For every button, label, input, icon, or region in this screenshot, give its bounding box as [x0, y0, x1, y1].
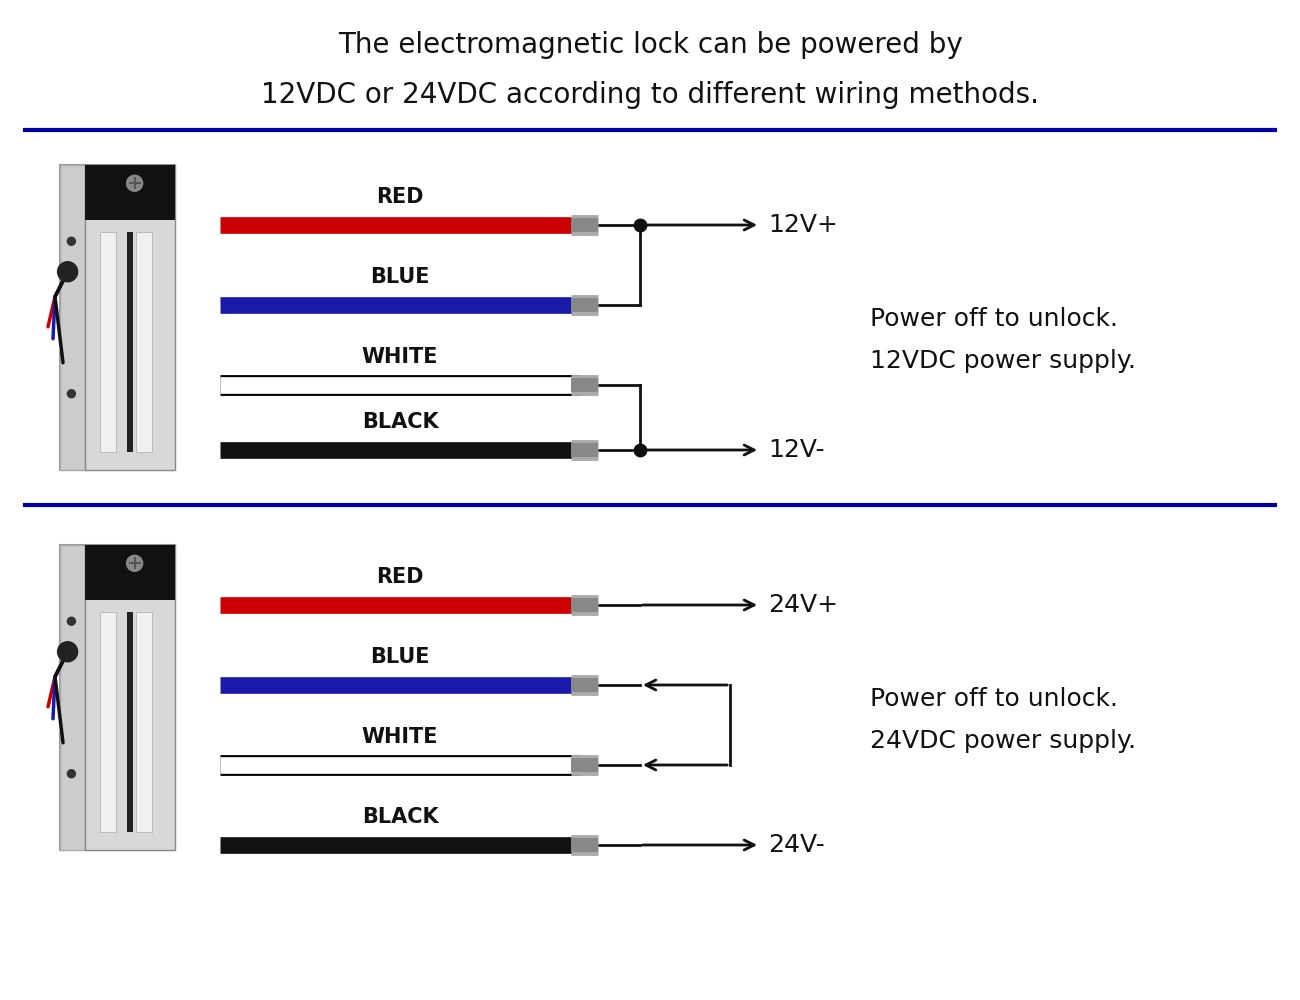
Text: 24V+: 24V+: [768, 593, 838, 617]
Circle shape: [57, 642, 78, 662]
Text: WHITE: WHITE: [361, 347, 438, 367]
Circle shape: [68, 237, 75, 245]
Bar: [60, 545, 86, 850]
Text: Power off to unlock.
24VDC power supply.: Power off to unlock. 24VDC power supply.: [870, 687, 1136, 753]
Bar: [100, 612, 116, 832]
Bar: [86, 545, 176, 600]
Text: BLACK: BLACK: [361, 807, 438, 827]
Circle shape: [126, 555, 143, 571]
Text: WHITE: WHITE: [361, 727, 438, 747]
Text: RED: RED: [376, 187, 424, 207]
Bar: [135, 232, 152, 452]
Text: 12V-: 12V-: [768, 438, 824, 462]
Text: BLUE: BLUE: [370, 647, 430, 667]
Bar: [60, 545, 176, 850]
Bar: [86, 545, 176, 850]
Text: RED: RED: [376, 567, 424, 587]
Text: Power off to unlock.
12VDC power supply.: Power off to unlock. 12VDC power supply.: [870, 307, 1136, 373]
Circle shape: [68, 390, 75, 398]
Bar: [127, 232, 133, 452]
Bar: [86, 165, 176, 470]
Bar: [60, 165, 176, 470]
Text: BLACK: BLACK: [361, 412, 438, 432]
Text: 24V-: 24V-: [768, 833, 824, 857]
Circle shape: [126, 175, 143, 191]
Text: 12VDC or 24VDC according to different wiring methods.: 12VDC or 24VDC according to different wi…: [261, 81, 1039, 109]
Bar: [100, 232, 116, 452]
Circle shape: [68, 617, 75, 625]
Text: BLUE: BLUE: [370, 267, 430, 287]
Bar: [60, 165, 86, 470]
Circle shape: [68, 770, 75, 778]
Text: 12V+: 12V+: [768, 213, 838, 237]
Circle shape: [57, 262, 78, 282]
Bar: [135, 612, 152, 832]
Text: The electromagnetic lock can be powered by: The electromagnetic lock can be powered …: [338, 31, 962, 59]
Bar: [86, 165, 176, 220]
Bar: [127, 612, 133, 832]
